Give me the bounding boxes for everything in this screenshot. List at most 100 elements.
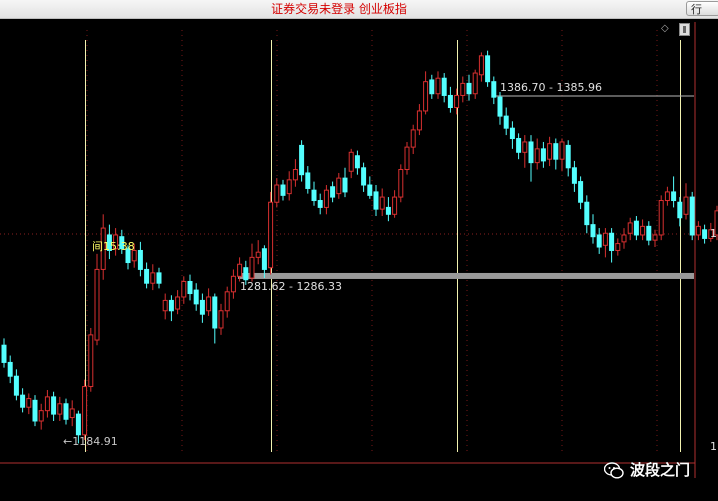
candle-body xyxy=(522,141,528,153)
candle-body xyxy=(454,94,460,109)
candle-body xyxy=(125,248,131,264)
candle-body xyxy=(13,375,19,396)
candle-body xyxy=(410,129,416,148)
candle-body xyxy=(392,196,398,215)
candle-body xyxy=(82,386,88,436)
candle-body xyxy=(106,234,112,251)
candle-body xyxy=(255,251,261,258)
candle-body xyxy=(627,222,633,234)
candle-body xyxy=(615,243,621,251)
candle-body xyxy=(559,141,565,160)
candle-body xyxy=(361,167,367,186)
candle-body xyxy=(485,55,491,83)
candle-body xyxy=(305,172,311,189)
candle-body xyxy=(497,96,503,117)
candle-body xyxy=(187,280,193,295)
candle-body xyxy=(38,410,44,422)
candle-body xyxy=(702,229,708,239)
candle-body xyxy=(677,201,683,219)
candle-body xyxy=(658,200,664,236)
candle-body xyxy=(113,234,119,250)
candle-body xyxy=(441,77,447,96)
candle-body xyxy=(131,249,137,262)
candle-body xyxy=(280,184,286,196)
candle-body xyxy=(509,127,515,140)
candle-body xyxy=(714,210,718,236)
candle-body xyxy=(646,225,652,241)
candle-body xyxy=(367,184,373,196)
candle-body xyxy=(379,196,385,210)
candle-body xyxy=(268,201,274,269)
candle-body xyxy=(323,189,329,208)
candle-body xyxy=(137,249,143,270)
right-axis-tick: 1 xyxy=(710,227,717,240)
candle-body xyxy=(528,141,534,164)
candle-body xyxy=(274,184,280,203)
candle-body xyxy=(286,179,292,195)
candle-body xyxy=(373,191,379,210)
candle-body xyxy=(150,272,156,284)
candle-body xyxy=(69,408,75,419)
scroll-handle-icon[interactable] xyxy=(679,23,690,36)
candle-body xyxy=(565,144,571,169)
watermark: 波段之门 xyxy=(604,459,712,483)
candle-body xyxy=(311,189,317,202)
window-title: 证券交易未登录 创业板指 xyxy=(271,2,407,16)
candle-body xyxy=(218,310,224,329)
candle-body xyxy=(26,398,32,408)
candle-body xyxy=(299,144,305,176)
candle-body xyxy=(516,138,522,153)
low-price-label: ←1184.91 xyxy=(63,434,118,448)
candle-body xyxy=(652,234,658,241)
watermark-text: 波段之门 xyxy=(630,461,691,479)
candle-body xyxy=(75,413,81,436)
candle-body xyxy=(584,201,590,226)
candle-body xyxy=(683,196,689,215)
candle-body xyxy=(472,72,478,95)
candle-body xyxy=(602,232,608,246)
candle-body xyxy=(261,248,267,270)
candle-body xyxy=(354,155,360,169)
candle-body xyxy=(336,177,342,195)
candle-body xyxy=(88,334,94,388)
candle-body xyxy=(435,77,441,95)
candle-body xyxy=(230,275,236,293)
candle-body xyxy=(398,169,404,198)
candle-body xyxy=(503,115,509,129)
candle-body xyxy=(20,394,26,408)
candle-body xyxy=(460,82,466,96)
candle-body xyxy=(447,94,453,109)
candle-body xyxy=(491,81,497,98)
candle-body xyxy=(466,82,472,95)
candle-body xyxy=(51,396,57,415)
candle-body xyxy=(249,256,255,279)
candle-body xyxy=(206,296,212,312)
candle-body xyxy=(571,167,577,184)
right-axis-tick: 1 xyxy=(710,440,717,453)
candle-body xyxy=(423,81,429,112)
candle-body xyxy=(175,296,181,310)
candle-body xyxy=(404,146,410,171)
candle-body xyxy=(416,110,422,131)
candle-body xyxy=(7,361,13,377)
candle-body xyxy=(32,399,38,422)
candle-body xyxy=(168,299,174,312)
support-zone-label: 1281.62 - 1286.33 xyxy=(240,279,342,293)
candle-body xyxy=(640,225,646,236)
candle-body xyxy=(156,272,162,284)
candle-body xyxy=(317,200,323,208)
candle-body xyxy=(478,55,484,76)
trade-button[interactable]: 行 xyxy=(686,1,718,16)
candle-body xyxy=(534,148,540,164)
candle-body xyxy=(44,396,50,412)
candle-body xyxy=(199,299,205,315)
candle-body xyxy=(144,268,150,284)
candle-body xyxy=(348,151,354,172)
title-bar: 证券交易未登录 创业板指 行 xyxy=(0,0,718,19)
candle-body xyxy=(224,291,230,312)
candle-body xyxy=(708,229,714,239)
diamond-icon[interactable]: ◇ xyxy=(661,23,669,34)
candle-body xyxy=(237,263,243,277)
candle-body xyxy=(429,79,435,95)
